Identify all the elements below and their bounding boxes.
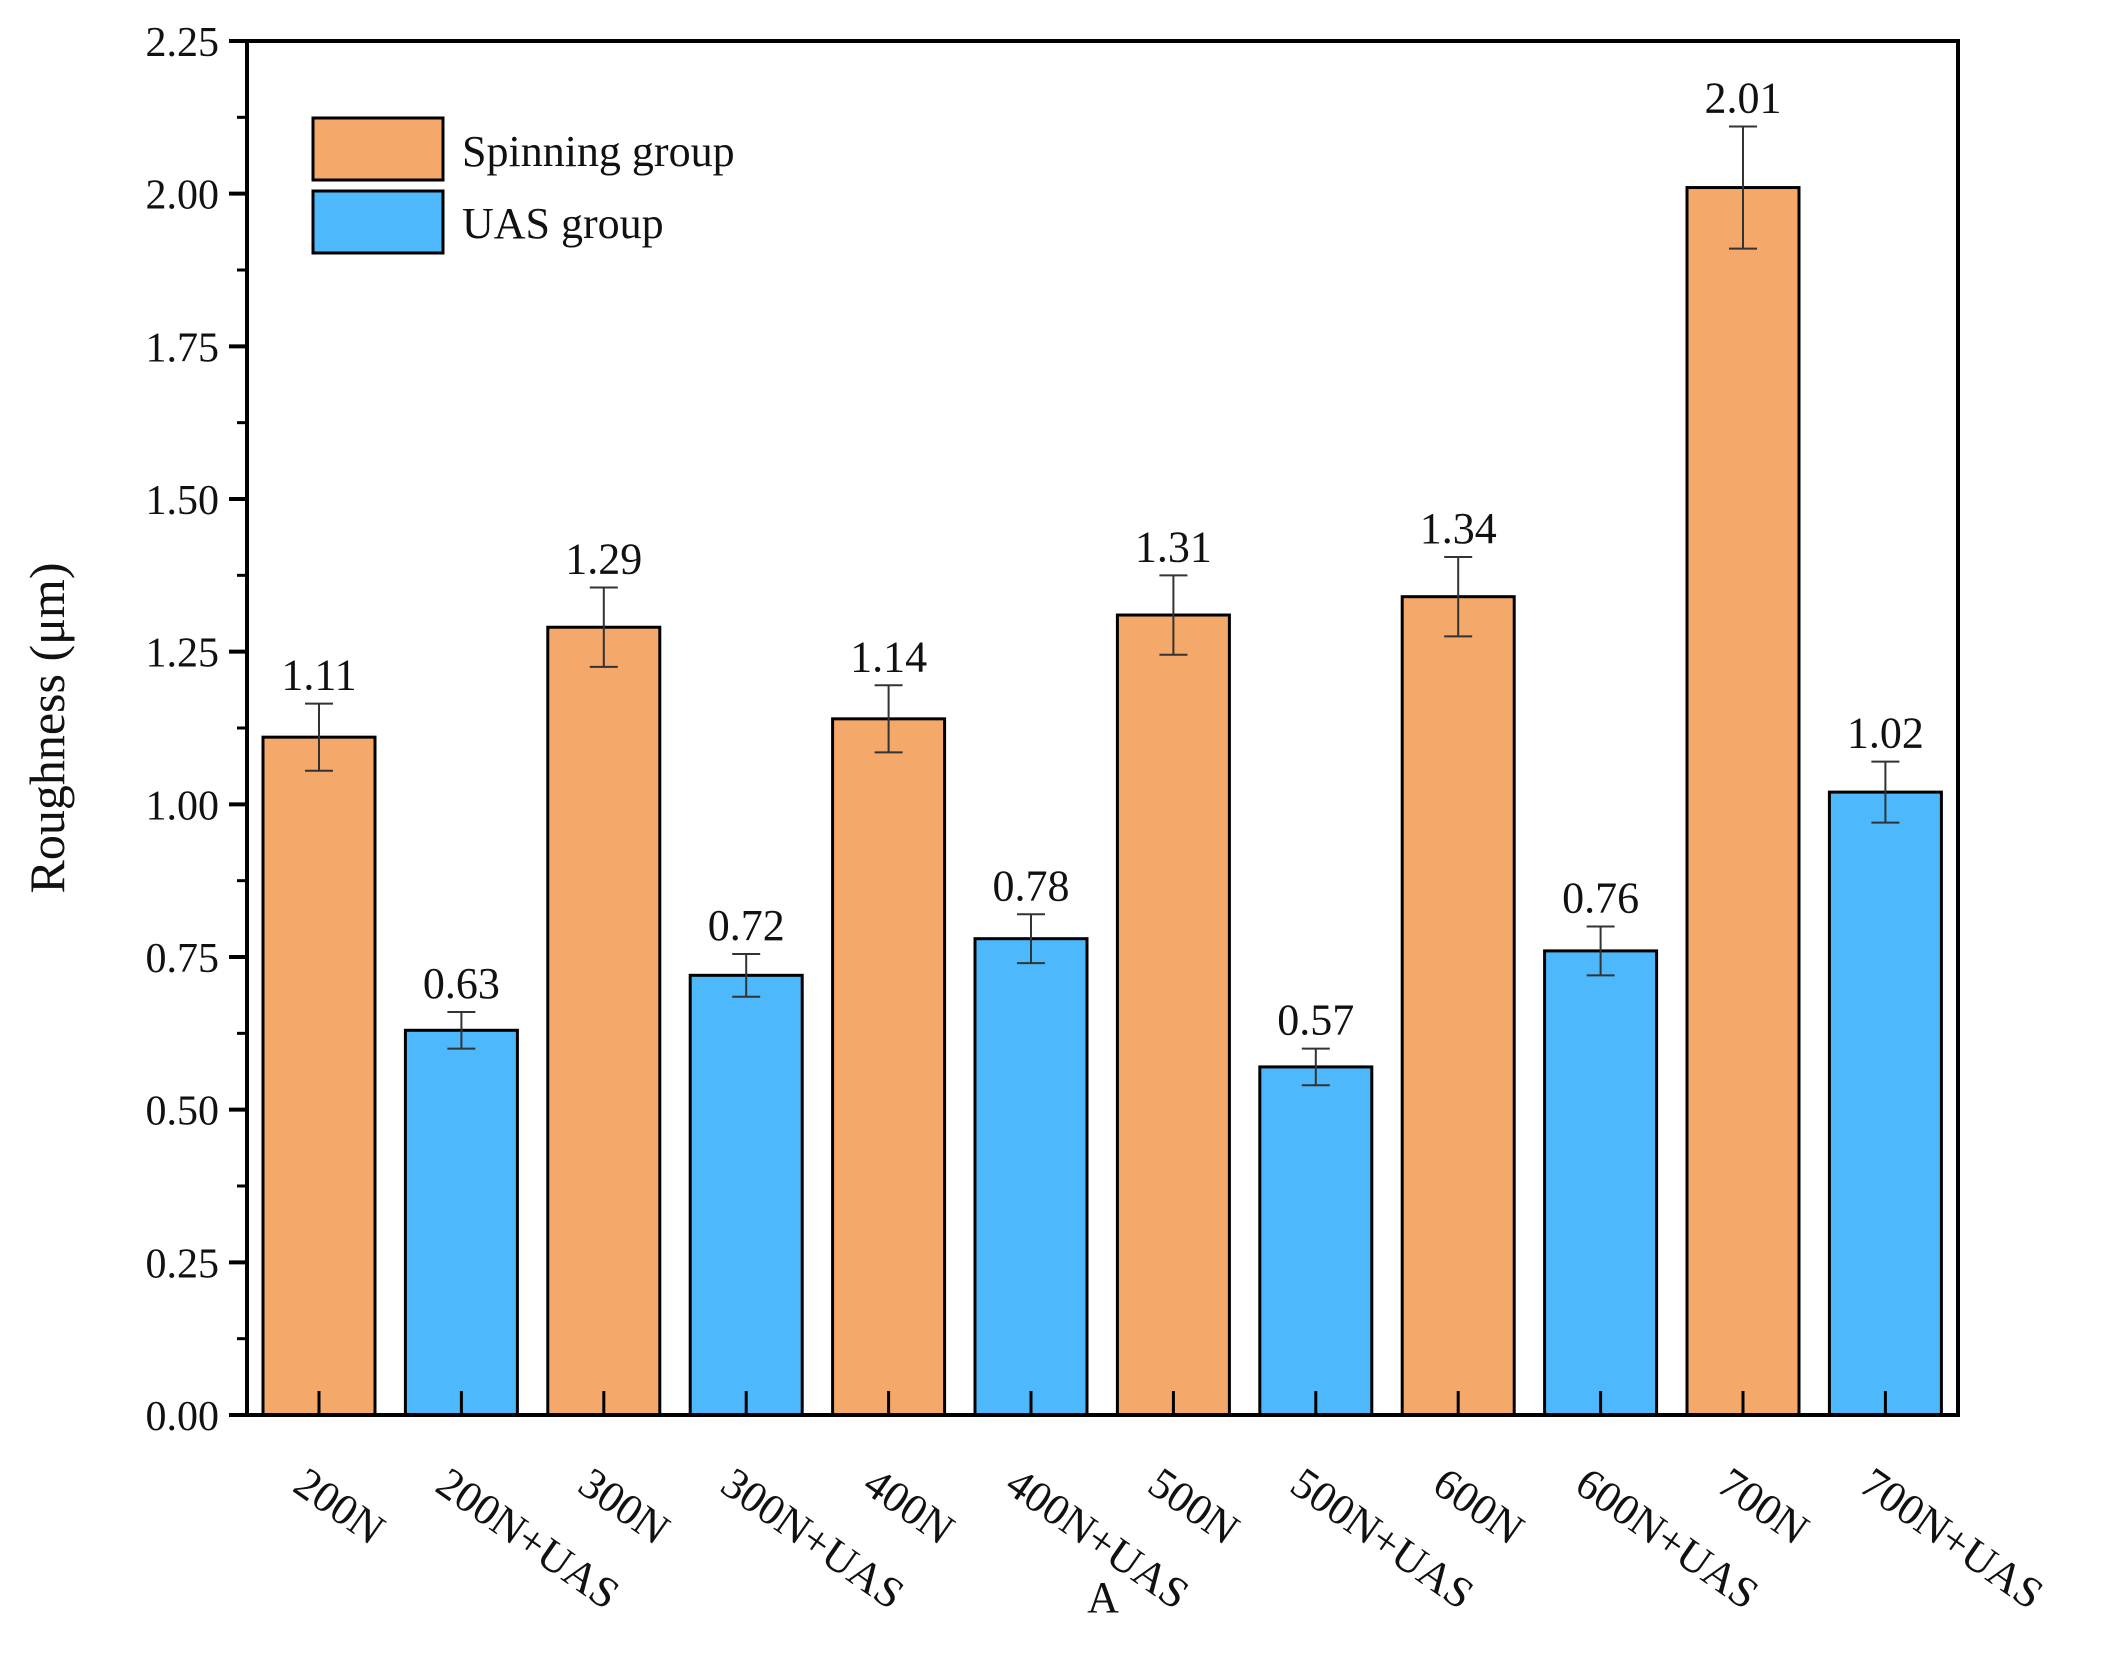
bar-700n bbox=[1685, 186, 1801, 1417]
data-label: 0.72 bbox=[708, 901, 785, 950]
x-tick-label: 500N bbox=[1140, 1458, 1248, 1554]
bar-500n bbox=[1115, 613, 1231, 1417]
x-tick-label: 200N bbox=[285, 1458, 393, 1554]
data-label: 1.34 bbox=[1420, 504, 1497, 553]
bar-600n bbox=[1400, 595, 1516, 1417]
bar-400n-uas bbox=[973, 937, 1089, 1417]
y-tick-label: 0.25 bbox=[146, 1241, 220, 1287]
data-label: 1.14 bbox=[850, 632, 927, 681]
data-label: 1.11 bbox=[281, 651, 356, 700]
y-tick-label: 0.00 bbox=[146, 1394, 220, 1440]
data-label: 0.63 bbox=[423, 959, 500, 1008]
x-tick-label: 400N bbox=[855, 1458, 963, 1554]
stray-annotation: A bbox=[1087, 1573, 1119, 1622]
bar-700n-uas bbox=[1827, 790, 1943, 1417]
data-label: 1.31 bbox=[1135, 522, 1212, 571]
data-label: 0.78 bbox=[993, 861, 1070, 910]
data-label: 0.76 bbox=[1562, 873, 1639, 922]
bar-300n bbox=[546, 625, 662, 1417]
bar-600n-uas bbox=[1543, 949, 1659, 1417]
bar-400n bbox=[831, 717, 947, 1417]
legend: Spinning group UAS group bbox=[311, 116, 735, 255]
data-label: 2.01 bbox=[1705, 73, 1782, 122]
data-label: 0.57 bbox=[1277, 996, 1354, 1045]
legend-label-spinning: Spinning group bbox=[462, 127, 735, 176]
y-tick-label: 2.25 bbox=[146, 20, 220, 66]
y-tick-label: 0.75 bbox=[146, 936, 220, 982]
y-tick-label: 1.50 bbox=[146, 478, 220, 524]
bar-500n-uas bbox=[1258, 1065, 1374, 1417]
legend-label-uas: UAS group bbox=[462, 199, 664, 248]
x-tick-label: 600N bbox=[1424, 1458, 1532, 1554]
y-tick-label: 1.00 bbox=[146, 783, 220, 829]
y-tick-label: 1.25 bbox=[146, 631, 220, 677]
x-tick-label: 700N bbox=[1709, 1458, 1817, 1554]
x-tick-label: 300N bbox=[570, 1458, 678, 1554]
legend-swatch-spinning bbox=[311, 116, 445, 182]
y-tick-label: 1.75 bbox=[146, 325, 220, 371]
y-tick-label: 0.50 bbox=[146, 1089, 220, 1135]
bar-300n-uas bbox=[688, 973, 804, 1417]
y-axis-label: Roughness (μm) bbox=[19, 563, 75, 894]
bar-200n-uas bbox=[403, 1028, 519, 1417]
legend-swatch-uas bbox=[311, 189, 445, 255]
x-tick-label: 700N+UAS bbox=[1852, 1458, 2053, 1619]
bar-200n bbox=[261, 735, 377, 1417]
data-label: 1.02 bbox=[1847, 709, 1924, 758]
data-label: 1.29 bbox=[565, 535, 642, 584]
y-tick-label: 2.00 bbox=[146, 173, 220, 219]
